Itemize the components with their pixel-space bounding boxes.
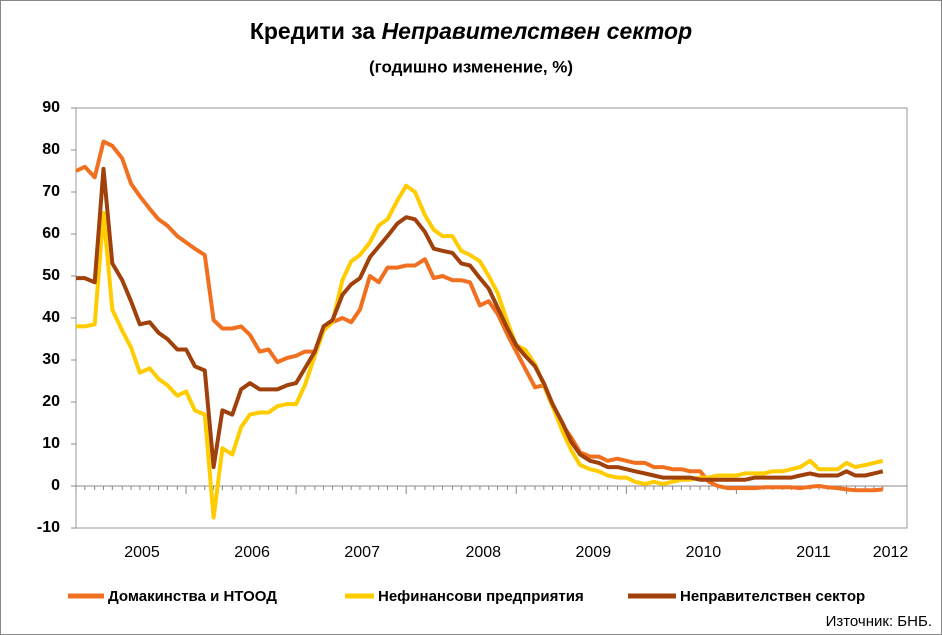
y-tick-label: 90	[42, 99, 60, 116]
legend-label: Домакинства и НТООД	[108, 588, 277, 605]
y-tick-label: 80	[42, 141, 60, 158]
x-tick-label: 2009	[576, 544, 612, 561]
legend-label: Нефинансови предприятия	[378, 588, 584, 605]
source: Източник: БНБ.	[826, 613, 932, 630]
x-tick-label: 2005	[124, 544, 160, 561]
y-tick-label: 20	[42, 393, 60, 410]
y-tick-label: 10	[42, 435, 60, 452]
y-tick-label: 40	[42, 309, 60, 326]
title-main: Кредити за	[250, 18, 376, 44]
y-tick-label: 30	[42, 351, 60, 368]
chart-title: Кредити за Неправителствен сектор	[250, 18, 692, 44]
series-line	[75, 139, 883, 493]
x-tick-label: 2008	[465, 544, 501, 561]
series-line	[76, 166, 884, 482]
y-tick-label: 60	[42, 225, 60, 242]
x-tick-label: 2007	[344, 544, 380, 561]
x-tick-label: 2012	[873, 544, 909, 561]
title-emphasis: Неправителствен сектор	[382, 18, 693, 44]
chart-subtitle: (годишно изменение, %)	[369, 57, 573, 76]
series-line	[76, 183, 884, 520]
y-tick-label: -10	[37, 519, 60, 536]
y-tick-label: 50	[42, 267, 60, 284]
x-tick-label: 2006	[234, 544, 270, 561]
y-tick-label: 0	[51, 477, 60, 494]
legend-label: Неправителствен сектор	[680, 588, 865, 605]
y-tick-label: 70	[42, 183, 60, 200]
x-tick-label: 2011	[796, 544, 831, 561]
x-tick-label: 2010	[686, 544, 722, 561]
